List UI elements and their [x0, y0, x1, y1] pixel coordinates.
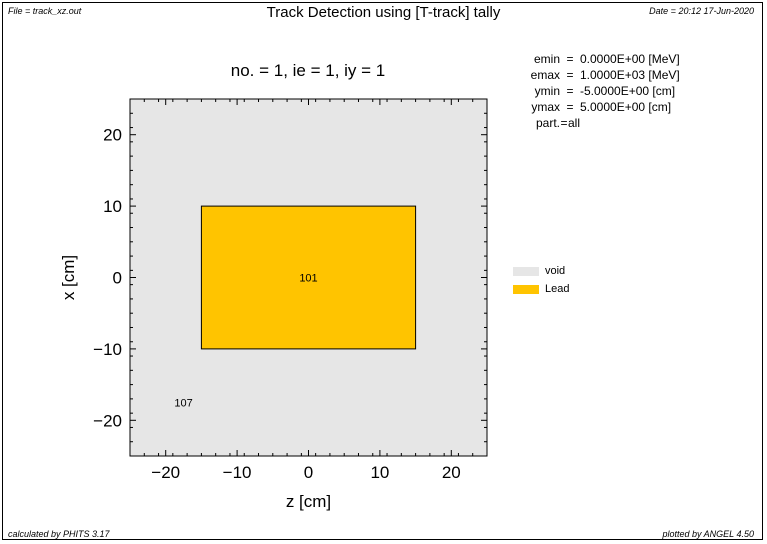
y-tick-label: 10	[103, 197, 122, 216]
parameter-list: emin = 0.0000E+00 [MeV] emax = 1.0000E+03 [M…	[508, 51, 680, 131]
chart-subtitle: no. = 1, ie = 1, iy = 1	[230, 61, 386, 80]
legend-label: void	[545, 265, 566, 277]
legend-item-lead: Lead	[513, 280, 569, 298]
legend-swatch	[513, 266, 539, 276]
param-value: 0.0000E+00 [MeV]	[580, 52, 680, 66]
param-row: ymin = -5.0000E+00 [cm]	[508, 83, 680, 99]
x-tick-label: −20	[151, 463, 180, 482]
legend: void Lead	[513, 262, 569, 298]
y-tick-label: −20	[93, 411, 122, 430]
region-101	[200, 205, 417, 350]
param-value: all	[568, 116, 581, 130]
y-tick-label: 0	[113, 269, 122, 288]
param-key: ymax	[531, 100, 560, 114]
y-axis-label: x [cm]	[59, 255, 78, 300]
legend-item-void: void	[513, 262, 569, 280]
footer-left: calculated by PHITS 3.17	[8, 529, 110, 539]
param-value: 5.0000E+00 [cm]	[580, 100, 672, 114]
param-row: emax = 1.0000E+03 [MeV]	[508, 67, 680, 83]
x-tick-label: 0	[304, 463, 313, 482]
param-key: ymin	[534, 84, 560, 98]
region-label-107: 107	[174, 397, 192, 409]
page-title: Track Detection using [T-track] tally	[266, 4, 501, 21]
y-tick-label: −10	[93, 340, 122, 359]
param-row: emin = 0.0000E+00 [MeV]	[508, 51, 680, 67]
date-label: Date = 20:12 17-Jun-2020	[649, 6, 754, 16]
y-tick-label: 20	[103, 126, 122, 145]
param-row: part. = all	[508, 115, 680, 131]
x-tick-label: 10	[370, 463, 389, 482]
region-label-101: 101	[299, 273, 317, 285]
legend-label: Lead	[545, 283, 570, 295]
footer-right: plotted by ANGEL 4.50	[662, 529, 754, 539]
param-key: emax	[530, 68, 560, 82]
x-tick-label: −10	[223, 463, 252, 482]
param-key: emin	[533, 52, 560, 66]
x-axis-label: z [cm]	[286, 492, 331, 511]
param-key: part.	[535, 116, 560, 130]
param-row: ymax = 5.0000E+00 [cm]	[508, 99, 680, 115]
legend-swatch	[513, 284, 539, 294]
param-value: 1.0000E+03 [MeV]	[580, 68, 680, 82]
x-tick-label: 20	[442, 463, 461, 482]
file-label: File = track_xz.out	[8, 6, 82, 16]
param-value: -5.0000E+00 [cm]	[580, 84, 676, 98]
